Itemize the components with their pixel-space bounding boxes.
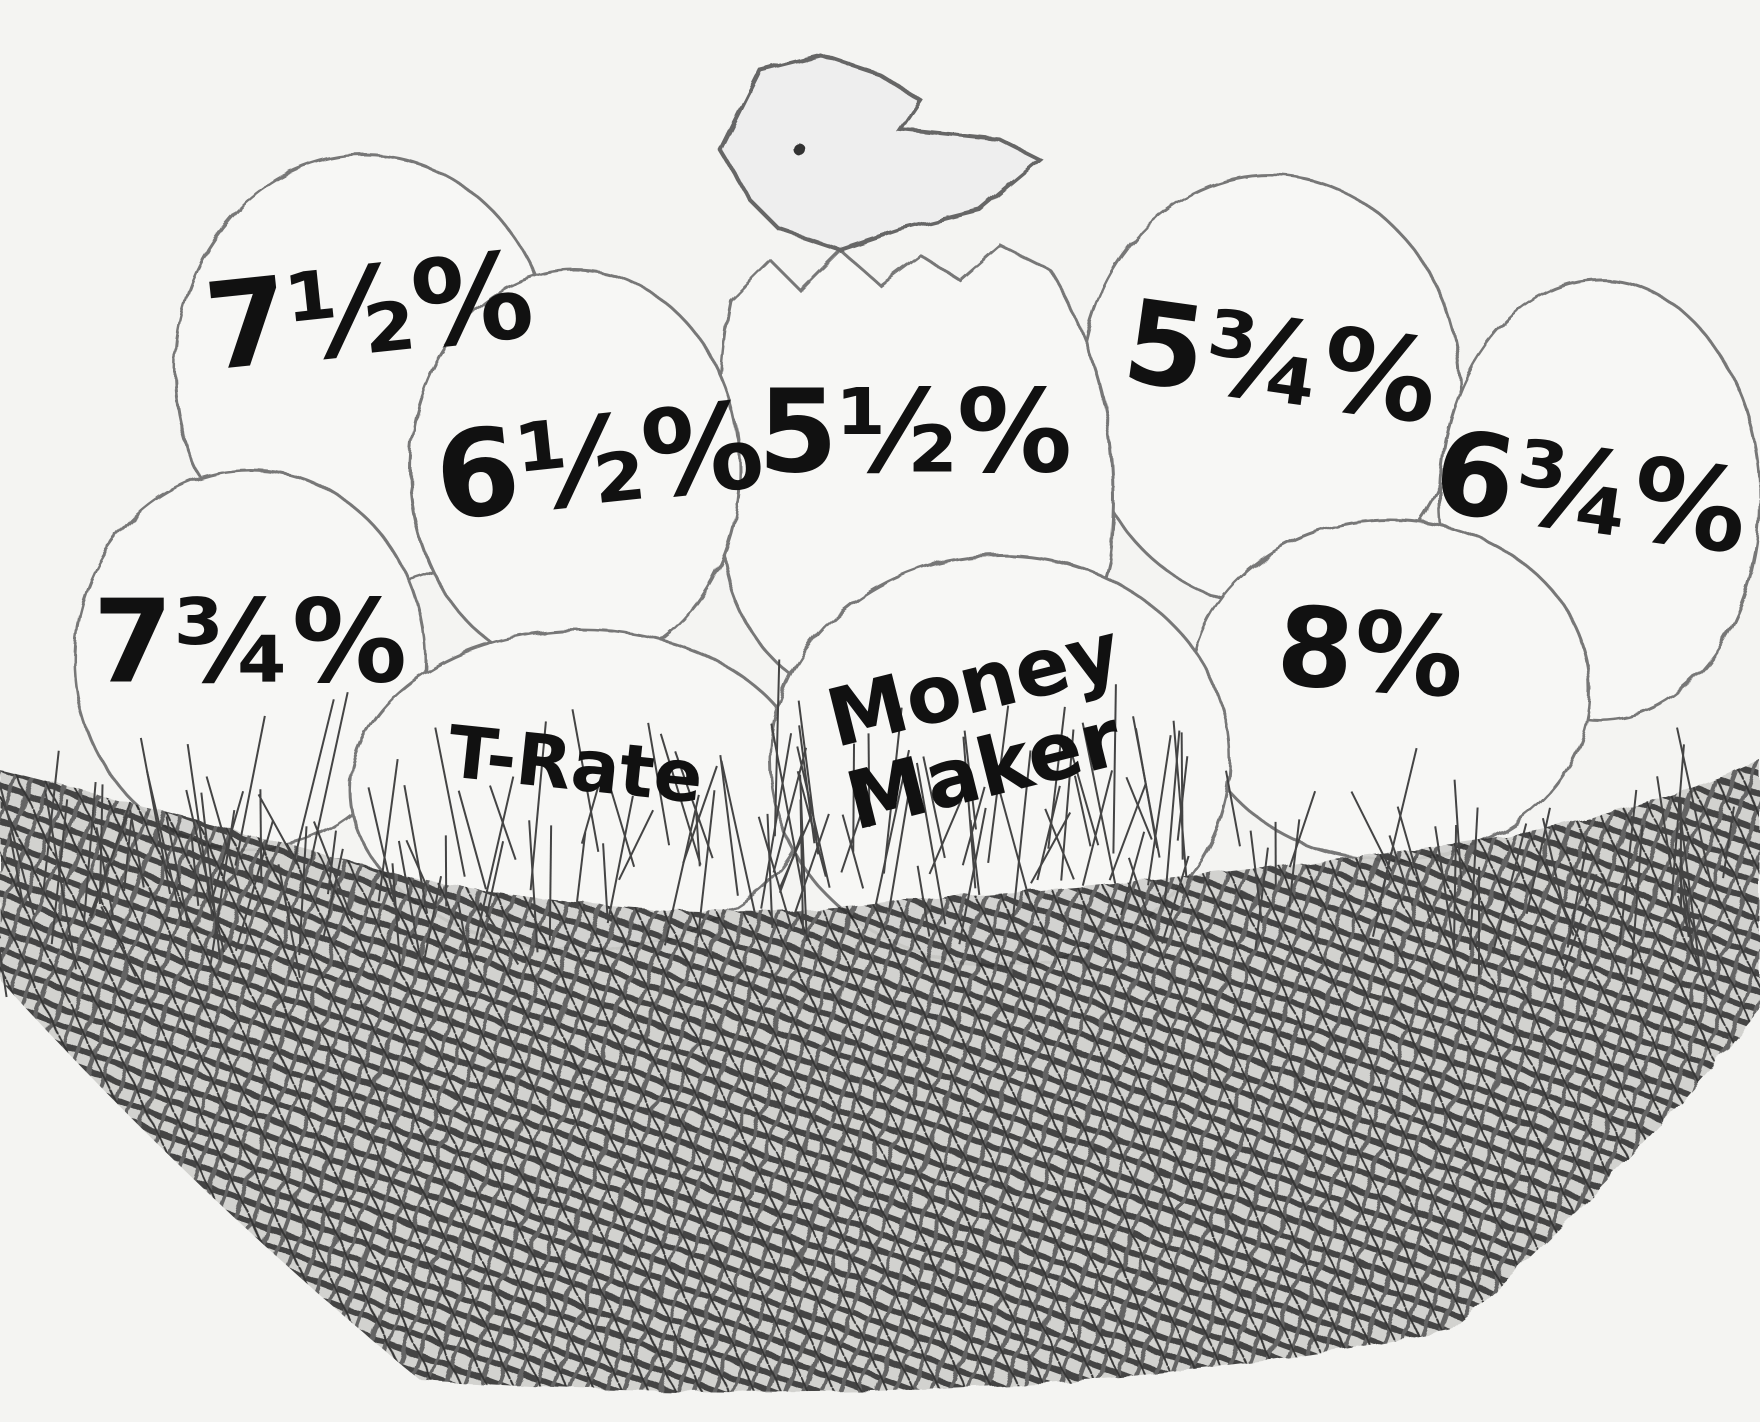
grass-blade xyxy=(550,825,551,940)
egg-label: 7¾% xyxy=(93,576,407,710)
illustration: 7½% 6½% 5½% 5¾% 6¾% 7¾% T-Rate Money Mak… xyxy=(0,0,1760,1422)
chick-eye xyxy=(794,144,806,156)
page: 7½% 6½% 5½% 5¾% 6¾% 7¾% T-Rate Money Mak… xyxy=(0,0,1760,1422)
egg-label: 5½% xyxy=(758,366,1072,500)
grass-blade xyxy=(260,789,261,882)
egg-label: 8% xyxy=(1273,582,1468,723)
